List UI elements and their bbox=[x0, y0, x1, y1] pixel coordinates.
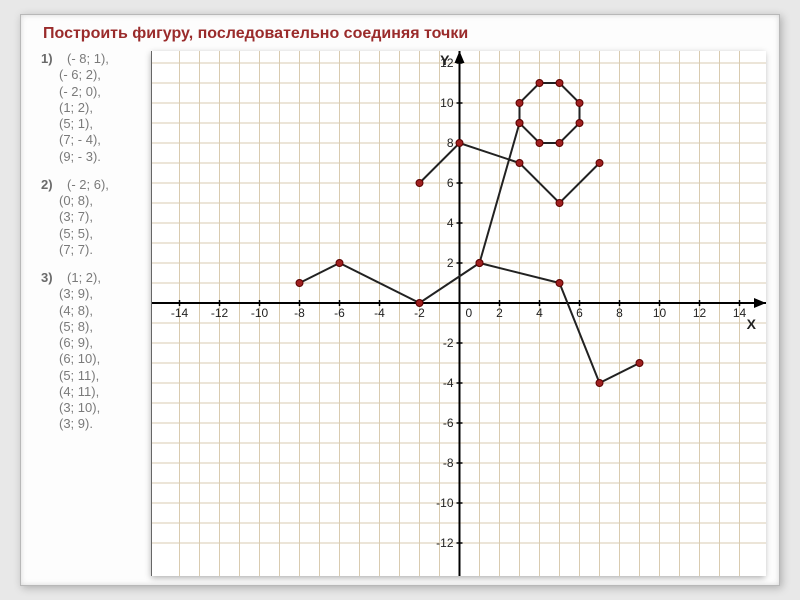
coord-group: 2) (- 2; 6),(0; 8),(3; 7),(5; 5),(7; 7). bbox=[41, 177, 161, 258]
data-point bbox=[556, 80, 563, 87]
coord-group: 3) (1; 2),(3; 9),(4; 8),(5; 8),(6; 9),(6… bbox=[41, 270, 161, 433]
coord-line: (9; - 3). bbox=[41, 149, 161, 165]
slide-frame: Построить фигуру, последовательно соедин… bbox=[20, 14, 780, 586]
coord-line: (3; 9), bbox=[41, 286, 161, 302]
data-point bbox=[416, 300, 423, 307]
coordinate-graph: -14 -12 -10 -8 -6 -4 -2 2 4 6 8 10 12 14 -12 -10 -8 -6 -4 -… bbox=[152, 51, 766, 576]
data-point bbox=[636, 360, 643, 367]
data-point bbox=[476, 260, 483, 267]
coord-line: (4; 8), bbox=[41, 303, 161, 319]
coord-line: (- 6; 2), bbox=[41, 67, 161, 83]
coord-line: (5; 5), bbox=[41, 226, 161, 242]
coord-line: 2) (- 2; 6), bbox=[41, 177, 109, 192]
data-point bbox=[576, 120, 583, 127]
coord-line: (4; 11), bbox=[41, 384, 161, 400]
coord-line: (1; 2), bbox=[41, 100, 161, 116]
coord-line: (5; 1), bbox=[41, 116, 161, 132]
svg-text:-4: -4 bbox=[374, 306, 385, 320]
data-point bbox=[576, 100, 583, 107]
coord-line: (3; 9). bbox=[41, 416, 161, 432]
svg-text:4: 4 bbox=[536, 306, 543, 320]
svg-text:X: X bbox=[747, 316, 757, 332]
coord-line: (3; 10), bbox=[41, 400, 161, 416]
graph-container: -14 -12 -10 -8 -6 -4 -2 2 4 6 8 10 12 14 -12 -10 -8 -6 -4 -… bbox=[151, 51, 765, 576]
svg-text:-10: -10 bbox=[251, 306, 269, 320]
coord-line: (5; 8), bbox=[41, 319, 161, 335]
coord-line: 1) (- 8; 1), bbox=[41, 51, 109, 66]
svg-text:8: 8 bbox=[447, 136, 454, 150]
svg-text:-6: -6 bbox=[334, 306, 345, 320]
svg-text:-4: -4 bbox=[443, 376, 454, 390]
svg-text:4: 4 bbox=[447, 216, 454, 230]
svg-text:-14: -14 bbox=[171, 306, 189, 320]
data-point bbox=[516, 160, 523, 167]
svg-text:2: 2 bbox=[496, 306, 503, 320]
coord-line: (7; 7). bbox=[41, 242, 161, 258]
svg-text:-10: -10 bbox=[436, 496, 454, 510]
svg-text:10: 10 bbox=[653, 306, 667, 320]
svg-text:8: 8 bbox=[616, 306, 623, 320]
svg-text:14: 14 bbox=[733, 306, 747, 320]
data-point bbox=[556, 200, 563, 207]
svg-text:-8: -8 bbox=[443, 456, 454, 470]
coord-line: (0; 8), bbox=[41, 193, 161, 209]
coord-line: (3; 7), bbox=[41, 209, 161, 225]
data-point bbox=[336, 260, 343, 267]
data-point bbox=[596, 380, 603, 387]
coord-line: 3) (1; 2), bbox=[41, 270, 101, 285]
data-point bbox=[556, 280, 563, 287]
svg-text:10: 10 bbox=[440, 96, 454, 110]
data-point bbox=[536, 80, 543, 87]
coord-line: (- 2; 0), bbox=[41, 84, 161, 100]
svg-text:6: 6 bbox=[576, 306, 583, 320]
data-point bbox=[536, 140, 543, 147]
coord-line: (6; 10), bbox=[41, 351, 161, 367]
svg-text:-8: -8 bbox=[294, 306, 305, 320]
svg-text:6: 6 bbox=[447, 176, 454, 190]
data-point bbox=[516, 120, 523, 127]
coord-line: (6; 9), bbox=[41, 335, 161, 351]
data-point bbox=[596, 160, 603, 167]
svg-text:2: 2 bbox=[447, 256, 454, 270]
data-point bbox=[456, 140, 463, 147]
svg-text:Y: Y bbox=[440, 52, 450, 68]
page-title: Построить фигуру, последовательно соедин… bbox=[43, 25, 468, 43]
data-point bbox=[516, 100, 523, 107]
svg-text:-12: -12 bbox=[211, 306, 229, 320]
coordinate-list: 1) (- 8; 1),(- 6; 2),(- 2; 0),(1; 2),(5;… bbox=[41, 51, 161, 445]
svg-text:-6: -6 bbox=[443, 416, 454, 430]
svg-text:-2: -2 bbox=[414, 306, 425, 320]
coord-line: (7; - 4), bbox=[41, 132, 161, 148]
coord-line: (5; 11), bbox=[41, 368, 161, 384]
svg-text:0: 0 bbox=[466, 306, 473, 320]
svg-text:-2: -2 bbox=[443, 336, 454, 350]
coord-group: 1) (- 8; 1),(- 6; 2),(- 2; 0),(1; 2),(5;… bbox=[41, 51, 161, 165]
data-point bbox=[556, 140, 563, 147]
data-point bbox=[296, 280, 303, 287]
data-point bbox=[416, 180, 423, 187]
svg-text:12: 12 bbox=[693, 306, 707, 320]
svg-text:-12: -12 bbox=[436, 536, 454, 550]
